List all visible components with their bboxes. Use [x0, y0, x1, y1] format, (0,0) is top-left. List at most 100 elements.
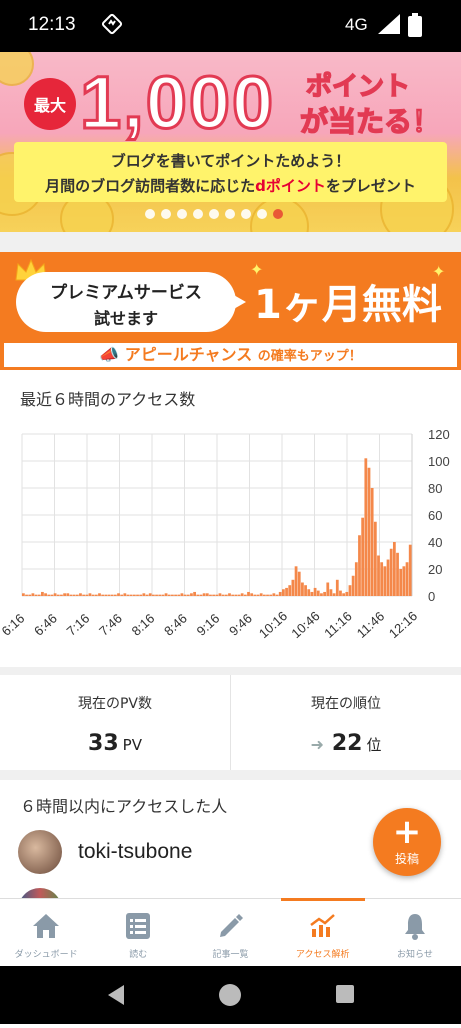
nav-analytics[interactable]: アクセス解析: [277, 898, 369, 967]
access-bar: [180, 593, 184, 596]
post-button[interactable]: + 投稿: [373, 808, 441, 876]
carousel-indicator[interactable]: [145, 209, 283, 219]
sparkle-icon: ✦: [250, 260, 264, 279]
premium-banner[interactable]: プレミアムサービス 試せます ✦ ✦ 1ヶ月無料 📣 アピールチャンス の確率も…: [0, 252, 461, 370]
x-tick-label: 11:16: [321, 609, 355, 641]
carousel-dot[interactable]: [145, 209, 155, 219]
premium-try-label: 試せます: [93, 309, 158, 328]
access-bar: [104, 594, 108, 596]
promo-description: ブログを書いてポイントためよう！ 月間のブログ訪問者数に応じたdポイントをプレゼ…: [14, 142, 447, 202]
access-bar: [158, 594, 162, 596]
access-bar: [85, 594, 89, 596]
access-bar: [31, 593, 35, 596]
access-bar: [262, 594, 266, 596]
nav-dashboard[interactable]: ダッシュボード: [0, 899, 92, 967]
access-bar: [282, 589, 285, 596]
x-tick-label: 9:46: [226, 611, 255, 639]
carousel-dot-active[interactable]: [273, 209, 283, 219]
carousel-dot[interactable]: [257, 209, 267, 219]
access-bar: [79, 593, 82, 596]
access-bar: [136, 594, 139, 596]
access-bar: [320, 593, 323, 596]
visitor-item[interactable]: toki-tsubone: [18, 830, 192, 874]
promo-line1: ブログを書いてポイントためよう！: [110, 152, 351, 170]
access-bar: [389, 548, 393, 596]
section-divider: [0, 667, 461, 675]
x-tick-label: 8:46: [161, 611, 190, 639]
access-bar: [22, 593, 25, 596]
promo-line2-suffix: をプレゼント: [325, 177, 416, 195]
access-bar: [358, 535, 361, 596]
access-bar: [126, 594, 130, 596]
access-bar: [120, 594, 124, 596]
back-icon: [108, 985, 124, 1005]
access-bar: [37, 594, 41, 596]
carousel-dot[interactable]: [241, 209, 251, 219]
rank-unit: 位: [366, 736, 382, 754]
x-tick-label: 6:46: [31, 611, 60, 639]
access-bar: [291, 579, 295, 596]
access-bar: [278, 591, 282, 596]
home-icon: [0, 909, 92, 943]
nav-label: アクセス解析: [295, 950, 350, 960]
nav-notifications[interactable]: お知らせ: [369, 899, 461, 967]
access-bar: [75, 594, 79, 596]
analytics-icon: [277, 909, 369, 943]
y-tick-label: 20: [428, 562, 442, 577]
dpoint-highlight: dポイント: [255, 177, 326, 195]
access-bar: [167, 594, 171, 596]
promo-line2: 月間のブログ訪問者数に応じたdポイントをプレゼント: [14, 175, 447, 196]
access-bar: [145, 594, 149, 596]
carousel-dot[interactable]: [161, 209, 171, 219]
pv-value: 33: [88, 731, 119, 756]
access-bar: [231, 594, 235, 596]
avatar[interactable]: [18, 830, 62, 874]
access-bar: [63, 593, 66, 596]
nav-read[interactable]: 読む: [92, 899, 184, 967]
access-bar: [316, 590, 320, 596]
access-bar: [304, 585, 307, 596]
y-tick-label: 100: [428, 454, 450, 469]
access-bar: [237, 594, 241, 596]
access-bar: [402, 566, 406, 596]
bubble-tail: [232, 294, 246, 310]
access-bar: [107, 594, 111, 596]
access-bar: [399, 569, 403, 596]
carousel-dot[interactable]: [209, 209, 219, 219]
carousel-dot[interactable]: [177, 209, 187, 219]
pv-stat: 現在のPV数 33 PV: [0, 675, 230, 770]
access-bar: [405, 562, 409, 596]
access-bar: [155, 594, 158, 596]
access-bar: [41, 591, 44, 596]
access-section-title: 最近６時間のアクセス数: [20, 390, 196, 409]
access-bar: [386, 559, 390, 596]
access-bar: [91, 594, 95, 596]
access-bar: [326, 582, 330, 596]
carousel-dot[interactable]: [225, 209, 235, 219]
premium-bubble: プレミアムサービス 試せます: [16, 272, 236, 332]
carousel-dot[interactable]: [193, 209, 203, 219]
access-bar: [256, 594, 260, 596]
access-bar: [310, 591, 314, 596]
megaphone-icon: 📣: [99, 345, 120, 364]
access-bar: [354, 562, 358, 596]
x-tick-label: 6:16: [0, 611, 27, 639]
nav-articles[interactable]: 記事一覧: [184, 899, 276, 967]
access-bar: [60, 594, 63, 596]
access-bar: [94, 594, 98, 596]
access-bar: [307, 589, 311, 596]
visitor-name[interactable]: toki-tsubone: [78, 840, 193, 863]
x-tick-label: 10:46: [288, 608, 322, 641]
appeal-probability-text: の確率もアップ！: [257, 349, 362, 364]
access-bar: [329, 589, 333, 596]
status-time: 12:13: [28, 14, 76, 35]
access-bar: [113, 594, 117, 596]
max-badge: 最大: [24, 78, 76, 130]
access-bar: [72, 594, 76, 596]
nav-label: 記事一覧: [212, 950, 249, 960]
y-tick-label: 120: [428, 427, 450, 442]
x-tick-label: 7:16: [64, 611, 93, 639]
y-tick-label: 40: [428, 535, 442, 550]
promo-banner[interactable]: 最大 1,000 ポイント が当たる！ ブログを書いてポイントためよう！ 月間の…: [0, 52, 461, 232]
access-bar: [339, 590, 342, 596]
